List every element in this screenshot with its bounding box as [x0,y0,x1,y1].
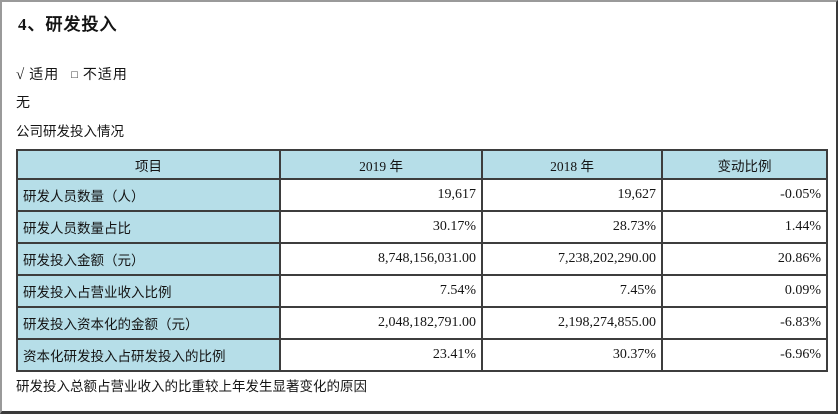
col-header-change: 变动比例 [661,149,828,180]
rd-investment-table: 项目 2019 年 2018 年 变动比例 研发人员数量（人） 19,617 1… [16,149,828,372]
col-header-item: 项目 [16,149,281,180]
row-label: 资本化研发投入占研发投入的比例 [16,338,281,372]
applicable-label: 适用 [29,68,60,83]
applicability-line: √ 适用 □ 不适用 [16,66,824,85]
table-row: 研发投入占营业收入比例 7.54% 7.45% 0.09% [16,274,828,308]
table-row: 研发投入资本化的金额（元） 2,048,182,791.00 2,198,274… [16,306,828,340]
value-change: 20.86% [661,242,828,276]
value-2018: 7.45% [481,274,663,308]
row-label: 研发人员数量占比 [16,210,281,244]
table-row: 资本化研发投入占研发投入的比例 23.41% 30.37% -6.96% [16,338,828,372]
check-icon: √ [16,67,26,83]
none-text: 无 [16,96,30,111]
value-change: -6.96% [661,338,828,372]
col-header-2018: 2018 年 [481,149,663,180]
value-change: 0.09% [661,274,828,308]
value-2018: 2,198,274,855.00 [481,306,663,340]
value-2018: 7,238,202,290.00 [481,242,663,276]
table-row: 研发人员数量（人） 19,617 19,627 -0.05% [16,178,828,212]
row-label: 研发投入金额（元） [16,242,281,276]
value-2019: 30.17% [279,210,483,244]
section-title: 4、研发投入 [18,15,118,34]
value-change: 1.44% [661,210,828,244]
checkbox-unchecked-icon: □ [71,69,79,81]
table-row: 研发人员数量占比 30.17% 28.73% 1.44% [16,210,828,244]
row-label: 研发投入占营业收入比例 [16,274,281,308]
not-applicable-label: 不适用 [82,68,128,83]
value-2018: 30.37% [481,338,663,372]
value-change: -0.05% [661,178,828,212]
table-caption: 公司研发投入情况 [16,124,124,139]
value-2019: 2,048,182,791.00 [279,306,483,340]
table-header-row: 项目 2019 年 2018 年 变动比例 [16,149,828,180]
value-2019: 8,748,156,031.00 [279,242,483,276]
value-2019: 7.54% [279,274,483,308]
value-2019: 19,617 [279,178,483,212]
value-2018: 28.73% [481,210,663,244]
footer-note: 研发投入总额占营业收入的比重较上年发生显著变化的原因 [16,379,367,394]
row-label: 研发人员数量（人） [16,178,281,212]
value-change: -6.83% [661,306,828,340]
value-2018: 19,627 [481,178,663,212]
col-header-2019: 2019 年 [279,149,483,180]
value-2019: 23.41% [279,338,483,372]
table-row: 研发投入金额（元） 8,748,156,031.00 7,238,202,290… [16,242,828,276]
row-label: 研发投入资本化的金额（元） [16,306,281,340]
